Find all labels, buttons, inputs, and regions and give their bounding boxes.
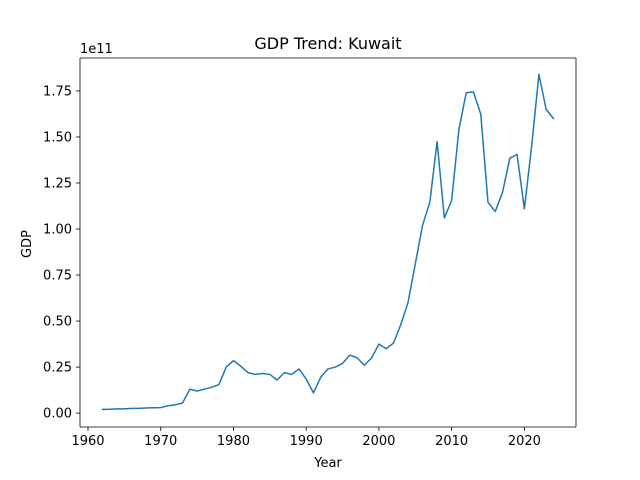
series-line — [101, 73, 555, 411]
x-tick-label: 1980 — [217, 434, 250, 449]
y-tick-label: 0.75 — [43, 269, 72, 284]
x-tick-label: 1990 — [290, 434, 323, 449]
x-tick-label: 2020 — [508, 434, 541, 449]
chart-title: GDP Trend: Kuwait — [254, 34, 401, 53]
y-axis-scale-label: 1e11 — [80, 42, 113, 57]
y-tick-label: 1.25 — [43, 176, 72, 191]
plot-area: 1960 1970 1980 1990 2000 2010 2020 0.00 0.25 0.50… — [43, 57, 577, 449]
x-tick-label: 1960 — [71, 434, 104, 449]
y-axis-label: GDP — [20, 230, 35, 258]
y-tick-label: 0.25 — [43, 361, 72, 376]
y-tick-label: 1.00 — [43, 223, 72, 238]
x-tick-label: 2000 — [362, 434, 395, 449]
y-tick-label: 1.50 — [43, 130, 72, 145]
y-tick-label: 0.00 — [43, 407, 72, 422]
x-axis-label: Year — [313, 456, 342, 471]
y-tick-label: 0.50 — [43, 315, 72, 330]
x-tick-label: 1970 — [144, 434, 177, 449]
x-tick-label: 2010 — [435, 434, 468, 449]
y-tick-label: 1.75 — [43, 84, 72, 99]
